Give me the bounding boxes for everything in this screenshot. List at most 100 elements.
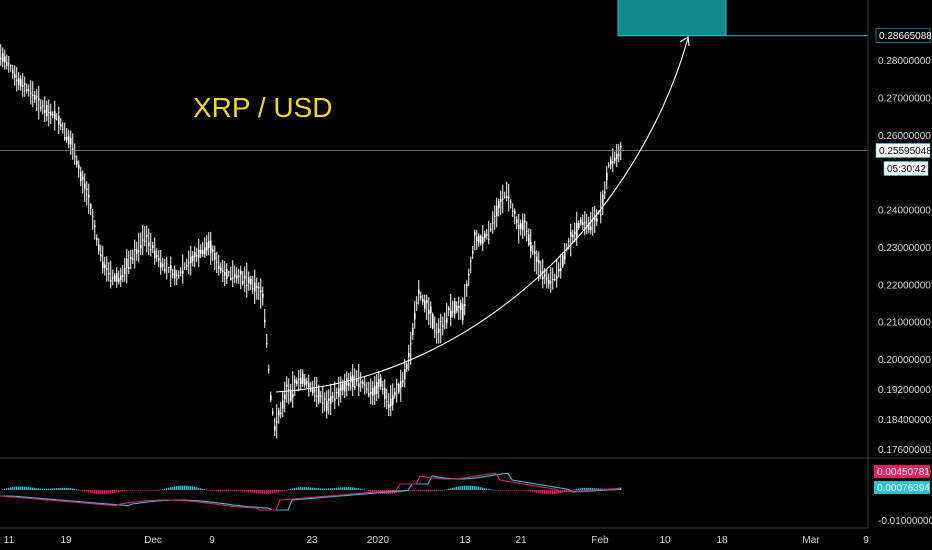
macd-signal-line <box>0 472 621 511</box>
candle-body <box>206 242 208 251</box>
forecast-arrowhead <box>679 36 690 47</box>
macd-histogram-bar <box>46 488 48 490</box>
candle-body <box>60 124 62 127</box>
candle-body <box>484 233 486 238</box>
macd-histogram-bar <box>432 490 434 492</box>
macd-histogram-bar <box>360 488 362 490</box>
macd-indicator-pane[interactable]: 0.00450781 0.00076394 -0.01000000 <box>0 457 932 527</box>
candle-body <box>588 223 590 230</box>
macd-histogram-bar <box>118 490 120 492</box>
candle-body <box>244 276 246 279</box>
macd-histogram-bar <box>58 488 60 490</box>
time-tick-label: 21 <box>515 535 527 546</box>
macd-histogram-bar <box>80 490 82 491</box>
target-zone[interactable] <box>0 0 869 37</box>
candle-body <box>34 95 36 100</box>
candle-body <box>468 273 470 276</box>
macd-histogram-bar <box>410 490 412 492</box>
candle-body <box>90 204 92 209</box>
macd-histogram-bar <box>586 487 588 490</box>
macd-histogram-bar <box>334 488 336 490</box>
candle-body <box>120 275 122 281</box>
macd-histogram-bar <box>200 488 202 490</box>
macd-histogram-bar <box>518 490 520 491</box>
macd-histogram-bar <box>84 490 86 492</box>
candle-body <box>286 384 288 387</box>
macd-histogram-bar <box>554 490 556 495</box>
macd-histogram-bar <box>102 490 104 495</box>
macd-histogram-bar <box>476 486 478 490</box>
macd-histogram-bar <box>474 486 476 490</box>
macd-histogram-bar <box>168 487 170 490</box>
candle-body <box>224 272 226 276</box>
macd-histogram-bar <box>486 488 488 490</box>
price-axis[interactable]: 0.28000000 0.27000000 0.26000000 0.24000000… <box>867 0 932 528</box>
candle-body <box>402 380 404 383</box>
chart-title: XRP / USD <box>193 92 333 123</box>
candle-body <box>202 249 204 255</box>
candle-body <box>360 381 362 383</box>
macd-histogram-bar <box>24 486 26 490</box>
target-zone-filled[interactable] <box>617 0 727 37</box>
macd-histogram-bar <box>448 488 450 490</box>
candle-body <box>516 219 518 223</box>
candle-body <box>466 284 468 287</box>
candle-body <box>558 268 560 272</box>
macd-histogram-bar <box>20 486 22 490</box>
candle-body <box>80 171 82 181</box>
candle-body <box>214 252 216 260</box>
macd-histogram-bar <box>2 489 4 491</box>
macd-histogram-bar <box>438 490 440 491</box>
candle-body <box>240 270 242 275</box>
candle-body <box>472 250 474 254</box>
macd-histogram-bar <box>440 490 442 491</box>
candle-body <box>428 309 430 314</box>
candle-body <box>512 210 514 212</box>
candle-body <box>554 279 556 281</box>
forecast-curve <box>275 36 690 393</box>
macd-histogram-bar <box>358 488 360 490</box>
macd-histogram-bar <box>192 486 194 490</box>
candle-body <box>192 255 194 262</box>
candle-body <box>304 379 306 385</box>
candle-body <box>266 343 268 345</box>
macd-histogram-bar <box>278 490 280 493</box>
candle-body <box>476 236 478 242</box>
candle-body <box>220 267 222 271</box>
candle-body <box>500 199 502 202</box>
macd-badge-b: 0.00076394 <box>877 483 930 494</box>
price-tick-label: 0.27000000 <box>878 93 931 104</box>
macd-histogram-bar <box>100 490 102 495</box>
macd-histogram-bar <box>274 490 276 494</box>
macd-histogram-bar <box>490 489 492 490</box>
macd-histogram-bar <box>480 487 482 490</box>
candle-body <box>298 379 300 381</box>
candle-body <box>452 311 454 313</box>
time-tick-label: 9 <box>863 535 869 546</box>
macd-histogram-bar <box>454 487 456 490</box>
candle-body <box>280 412 282 414</box>
candle-body <box>480 236 482 244</box>
candle-body <box>84 183 86 189</box>
macd-histogram-bar <box>414 490 416 491</box>
macd-histogram-bar <box>156 490 158 491</box>
macd-histogram-bar <box>598 488 600 490</box>
macd-histogram-bar <box>88 490 90 493</box>
candle-body <box>164 268 166 272</box>
main-price-pane[interactable] <box>0 44 868 439</box>
macd-histogram-bar <box>544 490 546 495</box>
time-axis[interactable]: 11 19 Dec 9 23 2020 13 21 Feb 10 18 Mar 9 <box>0 527 869 546</box>
current-price-badge-bg <box>875 143 931 158</box>
candle-body <box>426 299 428 304</box>
candle-body <box>140 245 142 249</box>
macd-histogram-bar <box>270 490 272 494</box>
current-price-badge: 0.25595048 <box>879 146 932 157</box>
candle-body <box>568 240 570 242</box>
macd-histogram-bar <box>116 490 118 493</box>
candle-body <box>278 410 280 416</box>
candle-body <box>6 62 8 66</box>
candle-body <box>602 194 604 205</box>
macd-histogram-bar <box>222 490 224 492</box>
macd-histogram-bar <box>234 490 236 491</box>
